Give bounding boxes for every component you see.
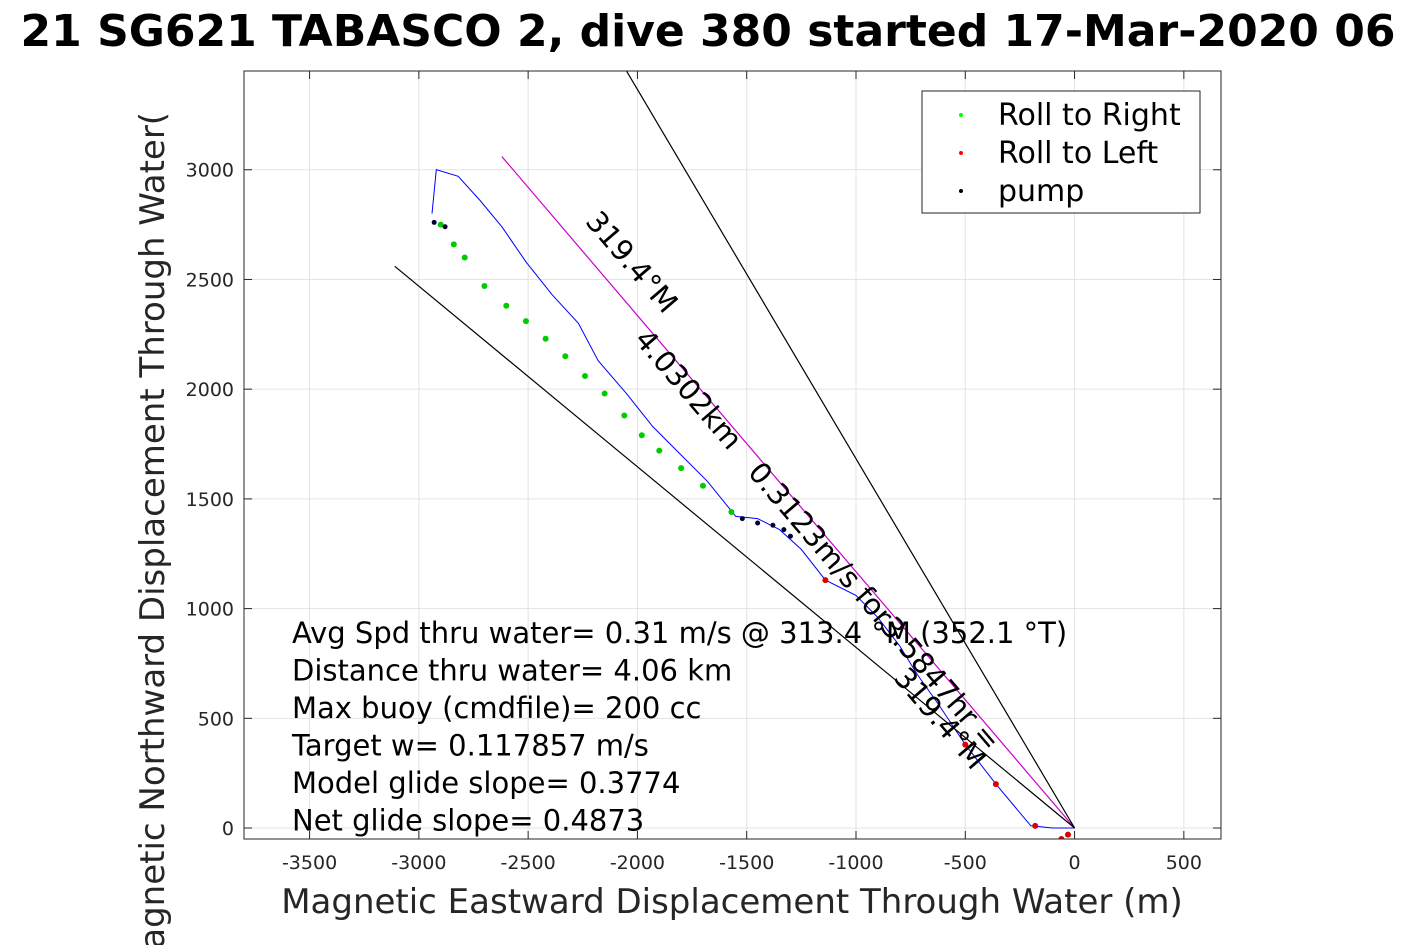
roll-right-point	[450, 241, 457, 248]
x-tick-label: -3500	[282, 852, 337, 874]
x-axis-ticks: -3500 -3000 -2500 -2000 -1500 -1000 -500 0 500	[282, 71, 1202, 874]
series-layer	[394, 71, 1076, 829]
x-axis-label: Magnetic Eastward Displacement Through W…	[281, 882, 1183, 922]
roll-left-point	[1065, 831, 1072, 838]
legend-marker	[959, 189, 963, 193]
pump-point	[442, 224, 448, 230]
stat-line: Distance thru water= 4.06 km	[292, 654, 732, 688]
stats-block: Avg Spd thru water= 0.31 m/s @ 313.4 °M …	[291, 616, 1067, 838]
roll-left-point	[1032, 822, 1039, 829]
roll-left-point	[992, 781, 999, 788]
roll-right-point	[562, 353, 569, 360]
y-tick-label: 3000	[186, 160, 234, 182]
x-tick-label: 0	[1069, 852, 1081, 874]
roll-right-point	[461, 254, 468, 261]
roll-left-point	[1058, 836, 1065, 839]
pump-point	[755, 520, 761, 526]
chart-title: 21 SG621 TABASCO 2, dive 380 started 17-…	[21, 6, 1396, 57]
x-tick-label: -3000	[391, 852, 446, 874]
roll-right-point	[522, 318, 529, 325]
legend-label: pump	[998, 174, 1084, 209]
legend-marker	[959, 113, 963, 117]
stat-line: Avg Spd thru water= 0.31 m/s @ 313.4 °M …	[292, 616, 1067, 650]
pump-point	[770, 522, 776, 528]
stat-line: Target w= 0.117857 m/s	[291, 729, 649, 763]
y-axis-label: Magnetic Northward Displacement Through …	[133, 112, 173, 945]
roll-right-point	[581, 373, 588, 380]
roll-right-point	[437, 221, 444, 228]
y-tick-label: 1500	[186, 489, 234, 511]
x-tick-label: -1500	[719, 852, 774, 874]
roll-right-point	[728, 509, 735, 516]
roll-right-point	[678, 465, 685, 472]
stat-line: Max buoy (cmdfile)= 200 cc	[292, 691, 701, 725]
pump-point	[431, 219, 437, 225]
x-tick-label: -500	[944, 852, 987, 874]
y-tick-label: 2500	[186, 269, 234, 291]
roll-right-point	[656, 447, 663, 454]
x-tick-label: 500	[1166, 852, 1202, 874]
x-tick-label: -2500	[501, 852, 556, 874]
legend-box	[921, 90, 1201, 214]
roll-right-point	[481, 283, 488, 290]
pump-point	[739, 516, 745, 522]
plot-frame	[243, 70, 1222, 840]
series-line-2	[394, 265, 1075, 829]
series-line-3	[625, 71, 1076, 829]
stat-line: Model glide slope= 0.3774	[292, 766, 680, 800]
x-tick-label: -1000	[828, 852, 883, 874]
y-tick-label: 2000	[186, 379, 234, 401]
roll-right-point	[503, 302, 510, 309]
legend-marker	[959, 151, 963, 155]
roll-right-point	[621, 412, 628, 419]
stat-line: Net glide slope= 0.4873	[292, 804, 644, 838]
roll-right-point	[601, 390, 608, 397]
pump-point	[787, 533, 793, 539]
roll-right-point	[638, 432, 645, 439]
y-tick-label: 0	[222, 818, 234, 840]
roll-left-point	[822, 577, 829, 584]
pump-point	[781, 527, 787, 533]
roll-left-point	[962, 741, 969, 748]
y-axis-ticks: 0 500 1000 1500 2000 2500 3000	[186, 160, 1221, 840]
roll-right-point	[542, 335, 549, 342]
roll-right-point	[699, 482, 706, 489]
y-tick-label: 500	[198, 708, 234, 730]
y-tick-label: 1000	[186, 599, 234, 621]
series-line-1	[501, 156, 1076, 829]
x-tick-label: -2000	[610, 852, 665, 874]
series-line-0	[431, 169, 1075, 829]
legend-label: Roll to Left	[998, 136, 1158, 171]
legend-label: Roll to Right	[998, 98, 1181, 133]
points-layer	[431, 219, 1072, 839]
